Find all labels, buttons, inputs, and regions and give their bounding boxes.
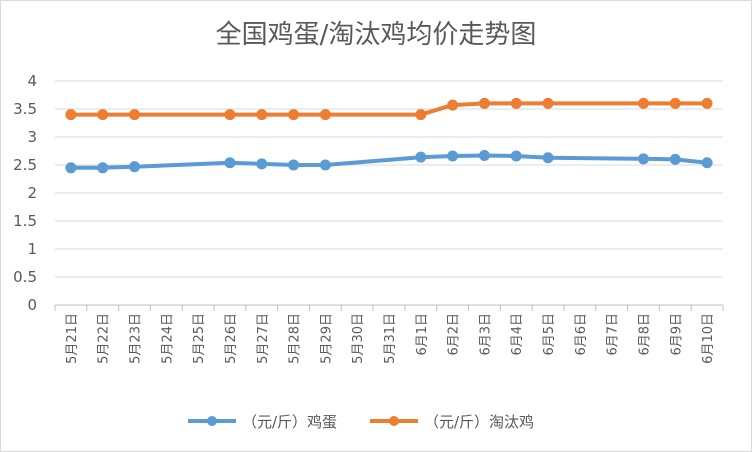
- data-point-series-1: [97, 162, 109, 174]
- x-tick-label: 5月26日: [224, 313, 239, 364]
- data-point-series-2: [65, 109, 77, 121]
- data-point-series-1: [669, 153, 681, 165]
- grid-lines: [55, 80, 723, 278]
- data-point-series-1: [510, 150, 522, 162]
- x-tick-label: 5月21日: [65, 313, 80, 364]
- x-tick-label: 5月27日: [256, 313, 271, 364]
- x-tick-label: 5月24日: [160, 313, 175, 364]
- x-tick-label: 5月23日: [129, 313, 144, 364]
- data-point-series-2: [129, 109, 141, 121]
- series-layer: [65, 97, 713, 174]
- data-point-series-2: [256, 109, 268, 121]
- data-point-series-1: [129, 161, 141, 173]
- y-tick-label: 0.5: [13, 268, 37, 286]
- y-tick-label: 4: [27, 72, 37, 90]
- data-point-series-1: [637, 153, 649, 165]
- data-point-series-1: [542, 152, 554, 164]
- data-point-series-2: [319, 109, 331, 121]
- data-point-series-2: [637, 97, 649, 109]
- data-point-series-2: [669, 97, 681, 109]
- axes: 0 0.5 1 1.5 2 2.5 3 3.5 4 5月21日 5月22日 5月23日 5月24日 5月2…: [13, 72, 724, 364]
- legend-label-2: （元/斤）淘汰鸡: [424, 413, 534, 431]
- x-tick-label: 6月6日: [574, 313, 589, 356]
- y-tick-label: 1.5: [13, 212, 37, 230]
- legend: （元/斤）鸡蛋 （元/斤）淘汰鸡: [188, 413, 534, 431]
- data-point-series-1: [224, 157, 236, 169]
- x-tick-label: 5月22日: [97, 313, 112, 364]
- data-point-series-2: [224, 109, 236, 121]
- legend-marker-2: [389, 416, 399, 426]
- x-tick-label: 5月31日: [383, 313, 398, 364]
- data-point-series-2: [510, 97, 522, 109]
- y-tick-label: 0: [27, 296, 37, 314]
- data-point-series-1: [701, 157, 713, 169]
- x-tick-label: 5月30日: [351, 313, 366, 364]
- data-point-series-1: [319, 159, 331, 171]
- x-tick-label: 5月25日: [192, 313, 207, 364]
- x-tick-label: 6月8日: [637, 313, 652, 356]
- data-point-series-2: [415, 109, 427, 121]
- x-tick-label: 6月3日: [478, 313, 493, 356]
- chart-title: 全国鸡蛋/淘汰鸡均价走势图: [215, 20, 537, 50]
- data-point-series-1: [288, 159, 300, 171]
- data-point-series-2: [97, 109, 109, 121]
- data-point-series-1: [447, 150, 459, 162]
- data-point-series-2: [478, 97, 490, 109]
- x-tick-label: 5月28日: [288, 313, 303, 364]
- legend-marker-1: [207, 416, 217, 426]
- data-point-series-1: [256, 158, 268, 170]
- data-point-series-2: [288, 109, 300, 121]
- y-tick-label: 3: [27, 128, 37, 146]
- data-point-series-1: [65, 162, 77, 174]
- y-tick-label: 1: [27, 240, 37, 258]
- data-point-series-1: [478, 149, 490, 161]
- y-tick-label: 2: [27, 184, 37, 202]
- data-point-series-1: [415, 151, 427, 163]
- x-tick-label: 6月5日: [542, 313, 557, 356]
- x-tick-label: 6月4日: [510, 313, 525, 356]
- y-tick-label: 2.5: [13, 156, 37, 174]
- x-tick-label: 6月9日: [669, 313, 684, 356]
- data-point-series-2: [447, 99, 459, 111]
- series-line-1: [68, 153, 710, 170]
- y-tick-label: 3.5: [13, 100, 37, 118]
- x-tick-label: 6月7日: [606, 313, 621, 356]
- x-tick-label: 5月29日: [319, 313, 334, 364]
- x-tick-label: 6月2日: [447, 313, 462, 356]
- x-tick-label: 6月1日: [415, 313, 430, 356]
- x-tick-label: 6月10日: [701, 313, 716, 364]
- legend-label-1: （元/斤）鸡蛋: [242, 413, 337, 431]
- data-point-series-2: [701, 97, 713, 109]
- data-point-series-2: [542, 97, 554, 109]
